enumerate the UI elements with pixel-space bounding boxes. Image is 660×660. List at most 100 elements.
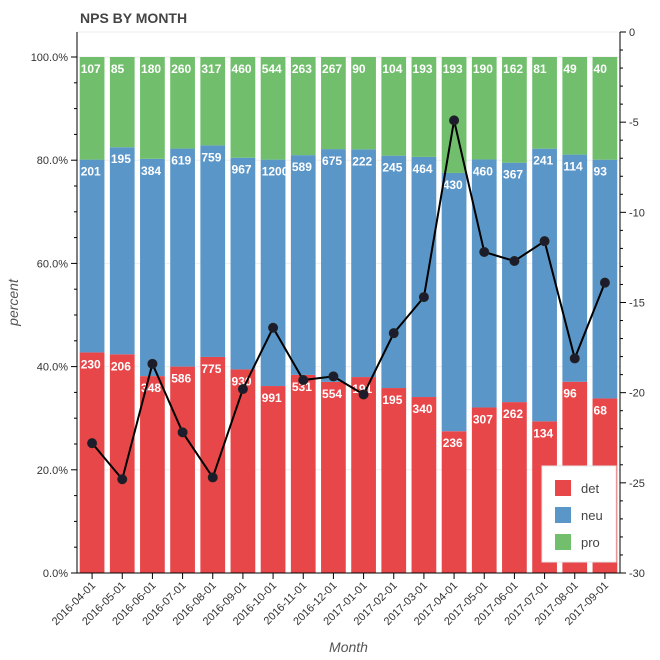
bar-label-pro: 40 xyxy=(594,62,608,76)
bar-pro xyxy=(321,57,346,150)
nps-point xyxy=(328,371,339,382)
y-tick-label: 20.0% xyxy=(37,465,68,477)
bar-label-det: 531 xyxy=(292,380,312,394)
y2-tick-label: -5 xyxy=(629,117,639,129)
bar-det xyxy=(260,386,286,573)
grid-lines xyxy=(77,31,620,574)
bar-label-neu: 367 xyxy=(503,168,523,182)
nps-point xyxy=(569,353,580,364)
bar-neu xyxy=(381,155,407,389)
bar-label-pro: 49 xyxy=(563,62,577,76)
bar-label-det: 991 xyxy=(262,391,282,405)
bar-label-neu: 241 xyxy=(533,154,553,168)
y-tick-label: 80.0% xyxy=(37,155,68,167)
bar-neu xyxy=(471,159,497,408)
bar-label-det: 230 xyxy=(81,357,101,371)
nps-point xyxy=(237,384,248,395)
bar-label-neu: 967 xyxy=(232,163,252,177)
bar-label-pro: 193 xyxy=(443,62,463,76)
bar-neu xyxy=(79,159,105,353)
bar-pro xyxy=(532,57,557,149)
bar-label-pro: 180 xyxy=(141,62,161,76)
bar-neu xyxy=(140,158,165,377)
bar-label-det: 340 xyxy=(413,402,433,416)
bar-neu xyxy=(562,154,588,382)
nps-point xyxy=(177,427,188,438)
nps-point xyxy=(418,292,429,303)
bar-pro xyxy=(381,57,407,156)
legend-swatch-neu xyxy=(555,507,571,523)
bar-label-det: 195 xyxy=(382,393,402,407)
nps-point xyxy=(358,389,369,400)
bar-label-det: 236 xyxy=(443,436,463,450)
bar-label-neu: 675 xyxy=(322,154,342,168)
bar-det xyxy=(109,354,135,573)
bar-label-neu: 1200 xyxy=(262,165,289,179)
legend-box xyxy=(541,465,617,563)
bar-pro xyxy=(502,57,527,163)
y2-tick-label: -30 xyxy=(629,568,645,580)
bar-pro xyxy=(351,57,376,150)
bar-label-pro: 85 xyxy=(111,62,125,76)
bar-label-pro: 317 xyxy=(201,62,221,76)
bar-label-det: 775 xyxy=(201,362,221,376)
legend-swatch-det xyxy=(555,480,571,496)
bar-label-neu: 201 xyxy=(81,165,101,179)
bar-neu xyxy=(532,148,557,422)
nps-point xyxy=(87,438,98,449)
bar-pro xyxy=(260,57,286,160)
legend-swatch-pro xyxy=(555,534,571,550)
y2-tick-label: 0 xyxy=(629,27,635,39)
legend-label-neu: neu xyxy=(581,508,603,523)
bar-det xyxy=(351,377,376,573)
bar-pro xyxy=(79,57,105,160)
bar-label-pro: 107 xyxy=(81,62,101,76)
nps-point xyxy=(479,247,490,258)
bar-label-neu: 759 xyxy=(201,150,221,164)
y-tick-label: 60.0% xyxy=(37,258,68,270)
bar-label-det: 134 xyxy=(533,426,553,440)
bar-det xyxy=(290,374,316,573)
bar-label-neu: 93 xyxy=(594,165,608,179)
y2-tick-label: -10 xyxy=(629,207,645,219)
nps-point xyxy=(207,472,218,483)
bar-pro xyxy=(109,57,135,148)
bar-label-det: 307 xyxy=(473,412,493,426)
bar-det xyxy=(471,407,497,573)
nps-point xyxy=(388,328,399,339)
nps-point xyxy=(539,236,550,247)
bar-label-neu: 619 xyxy=(171,154,191,168)
bar-label-pro: 190 xyxy=(473,62,493,76)
bar-label-neu: 195 xyxy=(111,152,131,166)
bar-label-det: 68 xyxy=(594,403,608,417)
bar-neu xyxy=(321,149,346,382)
bar-pro xyxy=(562,57,588,155)
bar-det xyxy=(321,381,346,573)
nps-line-layer xyxy=(87,115,610,485)
bar-label-det: 206 xyxy=(111,359,131,373)
bar-det xyxy=(502,402,527,573)
y-tick-label: 40.0% xyxy=(37,362,68,374)
bar-label-neu: 245 xyxy=(382,161,402,175)
bar-label-pro: 544 xyxy=(262,62,282,76)
bar-neu xyxy=(230,157,256,370)
bar-value-labels: 2302011072061958534838418058661926077575… xyxy=(81,62,608,450)
bar-label-neu: 384 xyxy=(141,164,161,178)
bar-pro xyxy=(140,57,165,159)
bar-label-det: 96 xyxy=(563,387,577,401)
bar-det xyxy=(411,397,437,573)
bar-label-pro: 260 xyxy=(171,62,191,76)
bar-label-det: 586 xyxy=(171,372,191,386)
y2-tick-label: -20 xyxy=(629,388,645,400)
nps-point xyxy=(449,115,460,126)
legend-label-det: det xyxy=(581,481,599,496)
bar-label-pro: 193 xyxy=(413,62,433,76)
bar-label-neu: 430 xyxy=(443,178,463,192)
bar-det xyxy=(140,376,165,573)
stacked-bars xyxy=(79,57,618,573)
y-tick-label: 0.0% xyxy=(43,568,68,580)
bar-neu xyxy=(441,172,467,432)
bar-pro xyxy=(592,57,618,160)
